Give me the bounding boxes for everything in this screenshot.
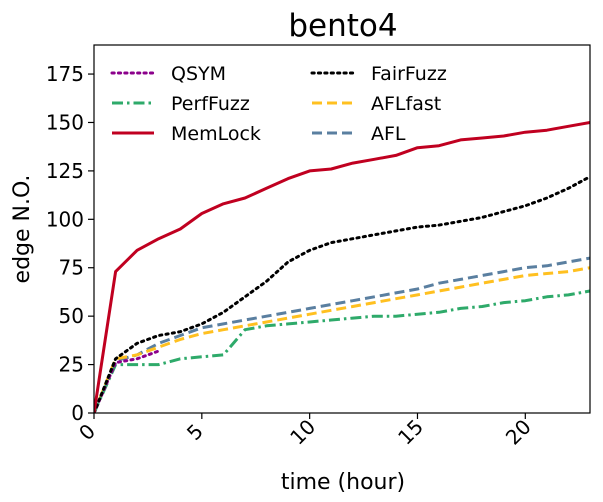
x-tick-label: 10 bbox=[285, 415, 320, 450]
series-line-aflfast bbox=[94, 266, 590, 413]
legend-label-afl: AFL bbox=[371, 123, 406, 145]
x-axis-label: time (hour) bbox=[281, 470, 405, 495]
y-tick-label: 50 bbox=[59, 304, 84, 328]
legend-label-aflfast: AFLfast bbox=[371, 93, 441, 115]
legend-label-fairfuzz: FairFuzz bbox=[371, 63, 447, 85]
plot-frame bbox=[93, 44, 591, 414]
x-tick-label: 15 bbox=[393, 415, 428, 450]
y-tick-label: 25 bbox=[59, 353, 84, 377]
series-line-afl bbox=[94, 256, 590, 413]
y-tick-label: 75 bbox=[59, 256, 84, 280]
y-tick-label: 0 bbox=[71, 401, 84, 425]
legend-label-memlock: MemLock bbox=[171, 123, 261, 145]
y-tick-label: 125 bbox=[46, 159, 84, 183]
plot-area bbox=[94, 121, 590, 413]
x-tick-label: 20 bbox=[501, 415, 536, 450]
y-tick-label: 150 bbox=[46, 110, 84, 134]
legend-label-perffuzz: PerfFuzz bbox=[171, 93, 250, 115]
series-line-memlock bbox=[94, 121, 590, 413]
series-line-perffuzz bbox=[94, 289, 590, 413]
series-line-fairfuzz bbox=[94, 175, 590, 413]
y-tick-label: 175 bbox=[46, 62, 84, 86]
legend-label-qsym: QSYM bbox=[171, 63, 226, 85]
y-tick-label: 100 bbox=[46, 207, 84, 231]
series-line-qsym bbox=[94, 349, 161, 413]
x-tick-label: 5 bbox=[182, 419, 208, 445]
y-axis-label: edge N.O. bbox=[10, 175, 35, 284]
legend: QSYM PerfFuzz MemLock FairFuzz AFLfast AFL bbox=[110, 63, 447, 145]
chart-title: bento4 bbox=[288, 8, 397, 44]
